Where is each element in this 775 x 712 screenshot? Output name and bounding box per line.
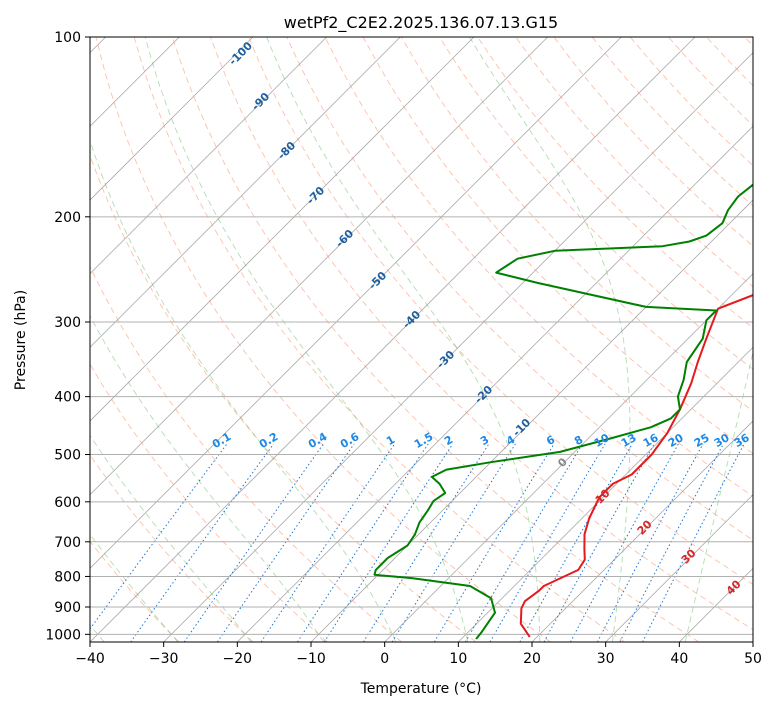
moist-adiabat-label: 0: [555, 455, 570, 470]
dry-adiabat-line: [0, 37, 253, 642]
mixing-ratio-label: 6: [544, 433, 557, 448]
dry-adiabat-line: [745, 37, 775, 642]
dry-adiabat-line: [707, 37, 775, 642]
dry-adiabat-line: [172, 37, 699, 642]
mixing-ratio-label: 30: [712, 431, 732, 450]
mixing-ratio-line: [392, 444, 515, 642]
mixing-ratio-label: 0.2: [257, 430, 280, 451]
mixing-ratio-line: [597, 444, 703, 642]
y-tick-label: 900: [54, 600, 81, 616]
mixing-ratio-line: [465, 444, 582, 642]
isotherm-line: [385, 37, 775, 642]
isotherm-line: [0, 37, 327, 642]
moist-adiabat-label: 30: [679, 546, 699, 566]
dry-adiabat-line: [516, 37, 775, 642]
mixing-ratio-line: [544, 444, 654, 642]
background-lines: [0, 37, 775, 642]
y-tick-label: 800: [54, 569, 81, 585]
isotherm-line: [458, 37, 775, 642]
x-tick-label: 50: [744, 651, 762, 667]
moist-adiabat-line: [145, 37, 468, 642]
dry-adiabat-line: [478, 37, 775, 642]
moist-adiabat-line: [267, 37, 540, 642]
mixing-ratio-label: 0.4: [306, 430, 330, 451]
x-tick-label: −40: [75, 651, 105, 667]
profile-lines: [375, 37, 775, 639]
isotherm-line: [164, 37, 769, 642]
x-tick-label: −20: [223, 651, 253, 667]
moist-adiabat-line: [64, 37, 396, 642]
y-tick-label: 100: [54, 30, 81, 46]
isotherm-line: [532, 37, 775, 642]
dry-adiabat-line: [439, 37, 775, 642]
mixing-ratio-line: [643, 444, 744, 642]
x-tick-label: 40: [670, 651, 688, 667]
x-tick-label: 20: [523, 651, 541, 667]
y-tick-label: 1000: [45, 627, 81, 643]
mixing-ratio-label: 13: [619, 431, 639, 450]
dry-adiabat-label: -100: [226, 39, 255, 68]
mixing-ratio-line: [490, 444, 605, 642]
moist-adiabat-line: [685, 37, 775, 642]
y-axis-label: Pressure (hPa): [13, 290, 29, 390]
mixing-ratio-label: 3: [478, 433, 491, 448]
y-tick-label: 400: [54, 390, 81, 406]
y-tick-label: 500: [54, 448, 81, 464]
mixing-ratio-line: [363, 444, 489, 642]
x-axis-label: Temperature (°C): [360, 681, 482, 697]
moist-adiabat-label: 20: [635, 517, 655, 537]
moist-adiabat-line: [470, 37, 631, 642]
isotherm-line: [0, 37, 253, 642]
dry-adiabat-label: -40: [400, 308, 423, 331]
mixing-ratio-label: 10: [592, 431, 612, 450]
isotherm-line: [0, 37, 400, 642]
isotherm-line: [753, 37, 775, 642]
mixing-ratio-line: [324, 444, 453, 642]
x-tick-label: 30: [597, 651, 615, 667]
mixing-ratio-line: [520, 444, 632, 642]
mixing-ratio-label: 36: [732, 431, 752, 450]
mixing-ratio-line: [261, 444, 395, 642]
dry-adiabat-label: -20: [472, 383, 495, 406]
y-tick-label: 200: [54, 210, 81, 226]
y-tick-label: 600: [54, 495, 81, 511]
isobar-gridlines: [90, 37, 753, 634]
mixing-ratio-label: 1: [384, 433, 397, 448]
x-tick-label: −10: [296, 651, 326, 667]
dry-adiabat-line: [134, 37, 624, 642]
dry-adiabat-label: -60: [333, 227, 356, 250]
dry-adiabat-line: [58, 37, 476, 642]
mixing-ratio-label: 0.1: [210, 430, 233, 451]
dry-adiabat-line: [96, 37, 550, 642]
chart-title: wetPf2_C2E2.2025.136.07.13.G15: [284, 13, 558, 33]
mixing-ratio-line: [570, 444, 678, 642]
temperature-line: [521, 37, 775, 637]
y-tick-label: 700: [54, 535, 81, 551]
dry-adiabat-label: -10: [510, 416, 533, 439]
isotherm-line: [16, 37, 621, 642]
x-tick-label: 0: [380, 651, 389, 667]
y-tick-label: 300: [54, 315, 81, 331]
moist-adiabat-line: [5, 37, 324, 642]
x-tick-label: 10: [449, 651, 467, 667]
isotherm-line: [0, 37, 474, 642]
mixing-ratio-label: 20: [666, 431, 686, 450]
isotherm-line: [0, 37, 548, 642]
isotherm-line: [90, 37, 695, 642]
moist-adiabat-line: [0, 37, 251, 642]
x-tick-label: −30: [149, 651, 179, 667]
mixing-ratio-label: 2: [442, 433, 455, 448]
mixing-ratio-label: 25: [692, 431, 712, 450]
isotherm-line: [237, 37, 775, 642]
mixing-ratio-line: [131, 444, 274, 642]
plot-frame: [90, 37, 753, 642]
mixing-ratio-line: [217, 444, 354, 642]
dry-adiabat-line: [0, 37, 327, 642]
dry-adiabat-label: -90: [249, 90, 272, 113]
dewpoint-line: [375, 37, 775, 639]
